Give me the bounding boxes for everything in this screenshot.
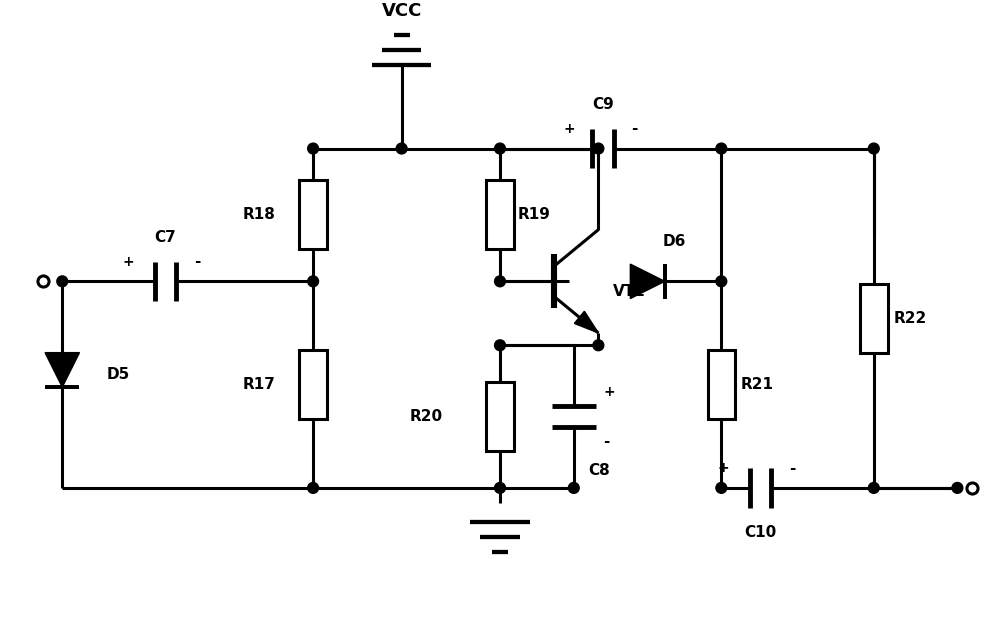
Text: -: - — [194, 254, 200, 269]
Circle shape — [308, 276, 319, 287]
Circle shape — [308, 143, 319, 154]
Text: R18: R18 — [243, 208, 275, 223]
Circle shape — [716, 276, 727, 287]
Circle shape — [868, 483, 879, 493]
Text: D6: D6 — [662, 234, 686, 250]
Text: R20: R20 — [410, 409, 443, 424]
Text: R19: R19 — [518, 208, 551, 223]
Text: D5: D5 — [107, 367, 130, 382]
Circle shape — [57, 276, 68, 287]
Circle shape — [495, 340, 505, 350]
Text: +: + — [122, 255, 134, 268]
Text: VCC: VCC — [381, 2, 422, 20]
Circle shape — [716, 483, 727, 493]
Text: C7: C7 — [155, 229, 176, 245]
Text: R21: R21 — [741, 377, 774, 392]
Text: -: - — [789, 461, 795, 476]
Bar — [860, 284, 888, 352]
Polygon shape — [630, 264, 665, 298]
Circle shape — [308, 483, 319, 493]
Text: VT2: VT2 — [613, 283, 646, 298]
Text: R22: R22 — [893, 311, 927, 325]
Circle shape — [716, 143, 727, 154]
Bar — [486, 382, 514, 451]
Text: +: + — [717, 461, 729, 475]
Circle shape — [495, 276, 505, 287]
Circle shape — [396, 143, 407, 154]
Polygon shape — [45, 352, 79, 387]
Bar — [299, 181, 327, 250]
Circle shape — [495, 143, 505, 154]
Text: -: - — [603, 434, 610, 449]
Bar — [708, 350, 735, 419]
Text: R17: R17 — [243, 377, 275, 392]
Text: C9: C9 — [592, 97, 614, 112]
Text: +: + — [563, 122, 575, 136]
Text: C10: C10 — [745, 525, 777, 540]
Circle shape — [593, 143, 604, 154]
Circle shape — [868, 143, 879, 154]
Circle shape — [593, 340, 604, 350]
Circle shape — [495, 483, 505, 493]
Bar — [486, 181, 514, 250]
Polygon shape — [574, 311, 598, 333]
Text: C8: C8 — [589, 463, 610, 478]
Circle shape — [568, 483, 579, 493]
Text: +: + — [603, 385, 615, 399]
Circle shape — [952, 483, 963, 493]
Bar — [299, 350, 327, 419]
Text: -: - — [632, 122, 638, 136]
